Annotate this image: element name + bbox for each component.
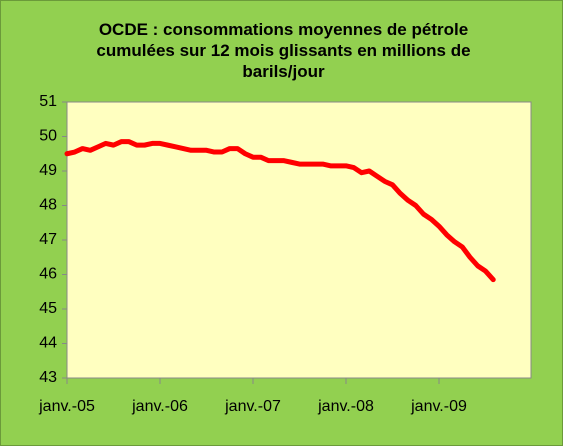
y-tick-label: 43 bbox=[39, 369, 57, 386]
y-tick-label: 49 bbox=[39, 162, 57, 179]
x-tick-label: janv.-08 bbox=[317, 398, 374, 415]
x-tick-label: janv.-05 bbox=[38, 398, 95, 415]
data-line bbox=[64, 139, 496, 283]
y-tick-label: 47 bbox=[39, 231, 57, 248]
x-tick-label: janv.-06 bbox=[131, 398, 188, 415]
y-tick-label: 45 bbox=[39, 300, 57, 317]
chart-title: OCDE : consommations moyennes de pétrole… bbox=[96, 20, 471, 81]
y-tick-label: 44 bbox=[39, 335, 57, 352]
y-tick-label: 51 bbox=[39, 93, 57, 110]
x-tick-label: janv.-07 bbox=[224, 398, 281, 415]
y-tick-label: 48 bbox=[39, 197, 57, 214]
y-tick-label: 46 bbox=[39, 266, 57, 283]
x-tick-label: janv.-09 bbox=[410, 398, 467, 415]
y-tick-label: 50 bbox=[39, 128, 57, 145]
